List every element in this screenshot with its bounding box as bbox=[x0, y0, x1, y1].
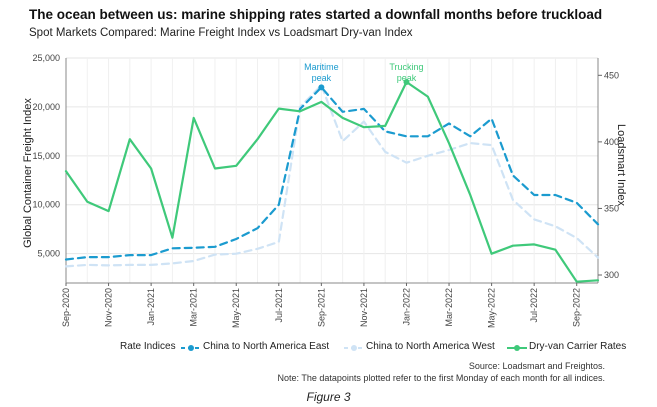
x-tick-label: Sep-2022 bbox=[572, 288, 582, 327]
grid-lines bbox=[65, 57, 599, 284]
x-tick-label: Sep-2021 bbox=[316, 288, 326, 327]
x-axis-ticks: Sep-2020 Nov-2020 Jan-2021 Mar-2021 May-2021… bbox=[61, 283, 582, 328]
y2-tick-label: 300 bbox=[604, 270, 619, 280]
x-tick-label: May-2021 bbox=[231, 288, 241, 328]
trucking-peak-label-line2: peak bbox=[397, 73, 417, 83]
right-axis-title: Loadsmart Index bbox=[615, 124, 627, 206]
legend-swatch-dryvan bbox=[507, 345, 527, 351]
x-tick-label: May-2022 bbox=[487, 288, 497, 328]
maritime-peak-label-line1: Maritime bbox=[304, 62, 339, 72]
x-tick-label: Mar-2022 bbox=[444, 288, 454, 327]
chart-title: The ocean between us: marine shipping ra… bbox=[29, 7, 603, 22]
series-line-china-to-north-america-east bbox=[64, 86, 600, 261]
x-tick-label: Jul-2022 bbox=[529, 288, 539, 323]
legend-swatch-west bbox=[344, 345, 364, 351]
left-axis-title: Global Container Freight Index bbox=[22, 98, 34, 248]
x-tick-label: Jul-2021 bbox=[274, 288, 284, 323]
legend-swatch-east bbox=[181, 345, 201, 351]
x-tick-label: Nov-2020 bbox=[104, 288, 114, 327]
legend-label-west: China to North America West bbox=[366, 341, 495, 352]
maritime-peak-marker bbox=[318, 84, 325, 91]
y-tick-label: 25,000 bbox=[32, 53, 60, 63]
x-tick-label: Sep-2020 bbox=[61, 288, 71, 327]
x-tick-label: Nov-2021 bbox=[359, 288, 369, 327]
left-axis-ticks: 5,000 10,000 15,000 20,000 25,000 bbox=[32, 53, 60, 259]
legend-label-east: China to North America East bbox=[203, 341, 330, 352]
series-line-dry-van-carrier-rates bbox=[64, 80, 600, 283]
trucking-peak-label-line1: Trucking bbox=[389, 62, 423, 72]
figure-caption: Figure 3 bbox=[306, 390, 351, 404]
line-chart: 5,000 10,000 15,000 20,000 25,000 300 350 400 4… bbox=[22, 53, 627, 328]
y-tick-label: 5,000 bbox=[37, 249, 60, 259]
y-tick-label: 20,000 bbox=[32, 102, 60, 112]
y2-tick-label: 350 bbox=[604, 203, 619, 213]
series-lines bbox=[64, 80, 600, 283]
right-axis-ticks: 300 350 400 450 bbox=[598, 70, 619, 280]
y-tick-label: 15,000 bbox=[32, 151, 60, 161]
y-tick-label: 10,000 bbox=[32, 200, 60, 210]
x-tick-label: Jan-2021 bbox=[146, 288, 156, 326]
footnote: Note: The datapoints plotted refer to th… bbox=[277, 373, 605, 383]
source-note: Source: Loadsmart and Freightos. bbox=[468, 361, 605, 371]
trucking-peak-marker bbox=[403, 78, 410, 85]
series-line-china-to-north-america-west bbox=[64, 84, 600, 268]
chart-subtitle: Spot Markets Compared: Marine Freight In… bbox=[29, 27, 413, 39]
y2-tick-label: 400 bbox=[604, 137, 619, 147]
legend-label-dryvan: Dry-van Carrier Rates bbox=[529, 341, 627, 352]
x-tick-label: Mar-2021 bbox=[189, 288, 199, 327]
legend: Rate Indices China to North America East… bbox=[0, 338, 657, 358]
legend-title: Rate Indices bbox=[120, 341, 176, 352]
maritime-peak-label-line2: peak bbox=[312, 73, 332, 83]
y2-tick-label: 450 bbox=[604, 70, 619, 80]
x-tick-label: Jan-2022 bbox=[401, 288, 411, 326]
